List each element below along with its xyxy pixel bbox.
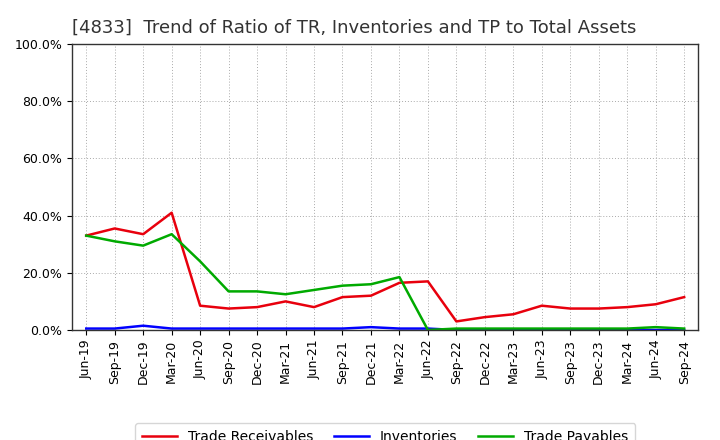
Inventories (452, 327, 461, 333)
Trade Receivables (225, 306, 233, 311)
Trade Receivables (139, 231, 148, 237)
Trade Payables (310, 287, 318, 293)
Trade Payables (509, 326, 518, 331)
Inventories (480, 327, 489, 333)
Line: Inventories: Inventories (86, 326, 684, 330)
Trade Payables (282, 292, 290, 297)
Trade Receivables (366, 293, 375, 298)
Trade Receivables (395, 280, 404, 286)
Trade Receivables (480, 315, 489, 320)
Trade Payables (338, 283, 347, 288)
Trade Payables (595, 326, 603, 331)
Trade Payables (196, 259, 204, 264)
Inventories (423, 326, 432, 331)
Inventories (82, 326, 91, 331)
Text: [4833]  Trend of Ratio of TR, Inventories and TP to Total Assets: [4833] Trend of Ratio of TR, Inventories… (72, 19, 636, 37)
Legend: Trade Receivables, Inventories, Trade Payables: Trade Receivables, Inventories, Trade Pa… (135, 423, 635, 440)
Trade Payables (139, 243, 148, 248)
Inventories (139, 323, 148, 328)
Inventories (652, 327, 660, 333)
Trade Receivables (652, 302, 660, 307)
Inventories (509, 327, 518, 333)
Trade Payables (167, 231, 176, 237)
Trade Payables (395, 275, 404, 280)
Trade Receivables (623, 304, 631, 310)
Trade Receivables (310, 304, 318, 310)
Inventories (196, 326, 204, 331)
Trade Receivables (282, 299, 290, 304)
Trade Receivables (595, 306, 603, 311)
Trade Receivables (196, 303, 204, 308)
Trade Receivables (566, 306, 575, 311)
Trade Payables (623, 326, 631, 331)
Trade Receivables (537, 303, 546, 308)
Trade Receivables (338, 294, 347, 300)
Trade Payables (680, 326, 688, 331)
Inventories (225, 326, 233, 331)
Trade Payables (253, 289, 261, 294)
Line: Trade Payables: Trade Payables (86, 234, 684, 330)
Trade Receivables (423, 279, 432, 284)
Trade Payables (225, 289, 233, 294)
Inventories (282, 326, 290, 331)
Trade Receivables (452, 319, 461, 324)
Trade Payables (423, 327, 432, 333)
Trade Receivables (167, 210, 176, 215)
Inventories (338, 326, 347, 331)
Trade Payables (452, 326, 461, 331)
Inventories (680, 327, 688, 333)
Inventories (167, 326, 176, 331)
Inventories (110, 326, 119, 331)
Inventories (310, 326, 318, 331)
Trade Receivables (680, 294, 688, 300)
Trade Payables (366, 282, 375, 287)
Trade Receivables (253, 304, 261, 310)
Inventories (366, 325, 375, 330)
Trade Payables (480, 326, 489, 331)
Inventories (395, 326, 404, 331)
Trade Receivables (110, 226, 119, 231)
Trade Receivables (82, 233, 91, 238)
Inventories (253, 326, 261, 331)
Line: Trade Receivables: Trade Receivables (86, 213, 684, 321)
Trade Payables (566, 326, 575, 331)
Inventories (595, 327, 603, 333)
Inventories (566, 327, 575, 333)
Trade Payables (110, 238, 119, 244)
Trade Payables (82, 233, 91, 238)
Inventories (537, 327, 546, 333)
Inventories (623, 327, 631, 333)
Trade Receivables (509, 312, 518, 317)
Trade Payables (537, 326, 546, 331)
Trade Payables (652, 325, 660, 330)
